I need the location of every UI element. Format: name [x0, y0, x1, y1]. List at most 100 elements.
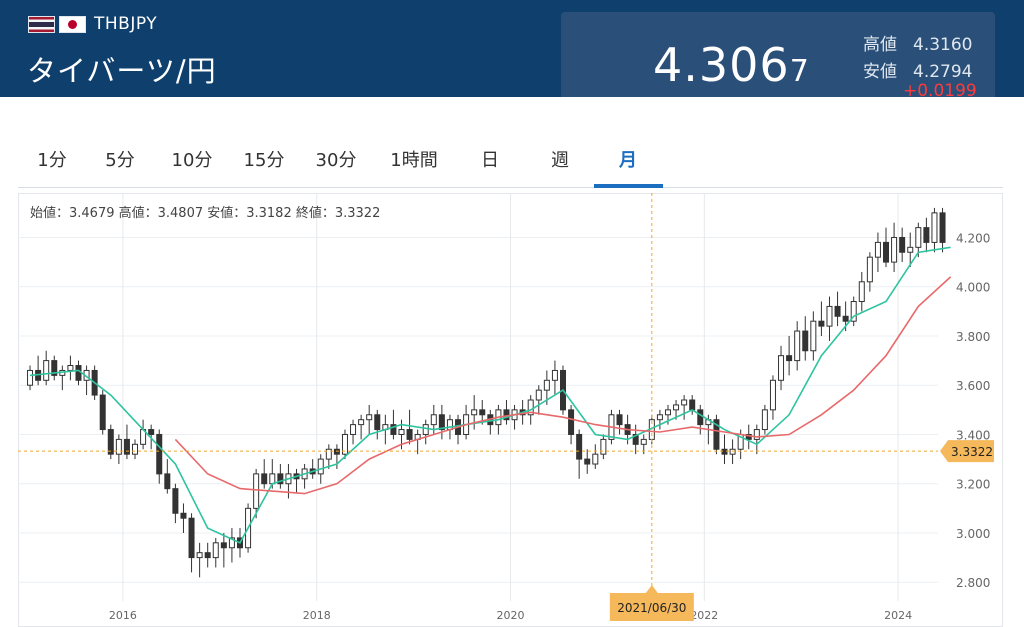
candle-up [350, 424, 357, 435]
tab-5min[interactable]: 5分 [105, 150, 135, 171]
tab-day[interactable]: 日 [481, 150, 499, 171]
candle-up [753, 429, 760, 440]
crosshair-price-label: 3.3322 [951, 445, 993, 459]
candle-up [656, 414, 663, 421]
candle-up [778, 355, 785, 381]
tab-1min[interactable]: 1分 [37, 150, 67, 171]
currency-pair-row: THBJPY [28, 14, 157, 34]
price-main-digits: 4.306 [653, 38, 790, 92]
candle-down [123, 438, 130, 455]
candle-up [543, 379, 550, 391]
candle-down [75, 365, 82, 381]
candle-down [438, 414, 445, 431]
timeframe-tabs: 1分 5分 10分 15分 30分 1時間 日 週 月 [18, 140, 1003, 188]
candle-up [850, 301, 857, 322]
price-panel: 4.3067 高値 4.3160 安値 4.2794 +0.0199 [561, 12, 995, 97]
candle-down [568, 409, 575, 435]
candle-down [883, 241, 890, 263]
x-tick-label: 2024 [884, 609, 912, 622]
candle-down [180, 512, 187, 519]
y-tick-label: 3.400 [956, 428, 990, 442]
tab-15min[interactable]: 15分 [243, 150, 285, 171]
tab-month[interactable]: 月 [619, 150, 637, 171]
candle-up [931, 212, 938, 243]
candle-up [600, 438, 607, 455]
price-change: +0.0199 [903, 81, 977, 97]
high-price-row: 高値 4.3160 [863, 30, 972, 55]
active-tab-indicator [594, 184, 663, 188]
candle-down [745, 433, 752, 440]
candle-up [769, 379, 776, 411]
candle-down [786, 355, 793, 362]
candle-down [632, 433, 639, 445]
candle-up [43, 360, 50, 381]
page-title: タイバーツ/円 [27, 54, 217, 88]
candle-down [107, 429, 114, 455]
candle-up [471, 409, 478, 416]
y-tick-label: 4.200 [956, 231, 990, 245]
candle-up [317, 458, 324, 475]
candle-up [228, 537, 235, 549]
price-last-digit: 7 [789, 54, 810, 89]
tab-30min[interactable]: 30分 [315, 150, 357, 171]
x-tick-label: 2016 [109, 609, 137, 622]
candle-up [874, 241, 881, 258]
candle-down [374, 414, 381, 431]
candle-down [148, 429, 155, 435]
candle-up [341, 433, 348, 455]
candle-down [721, 448, 728, 455]
candle-down [818, 320, 825, 327]
x-tick-label: 2020 [497, 609, 525, 622]
candle-down [277, 473, 284, 485]
japan-flag-icon [59, 15, 86, 33]
candle-up [915, 227, 922, 248]
candle-down [220, 542, 227, 549]
candle-up [640, 438, 647, 445]
chart-area[interactable]: 2.800 3.000 3.200 3.400 3.600 3.800 4.000 4.200… [18, 193, 1003, 627]
candle-up [592, 453, 599, 465]
candle-down [99, 394, 106, 431]
candle-down [503, 409, 510, 421]
candle-down [479, 409, 486, 416]
candle-up [398, 429, 405, 435]
candle-up [866, 256, 873, 283]
candle-up [858, 281, 865, 303]
candle-up [196, 552, 203, 559]
current-price: 4.3067 [653, 38, 810, 92]
candle-up [132, 443, 139, 455]
tab-10min[interactable]: 10分 [171, 150, 213, 171]
candle-up [891, 236, 898, 263]
candle-up [527, 399, 534, 416]
candle-up [551, 369, 558, 381]
header-bar: THBJPY タイバーツ/円 4.3067 高値 4.3160 安値 4.2794 … [0, 0, 1024, 97]
candle-up [269, 473, 276, 485]
low-price-row: 安値 4.2794 [863, 57, 972, 82]
candle-up [673, 404, 680, 411]
candle-down [939, 212, 946, 243]
y-tick-label: 3.600 [956, 379, 990, 393]
candle-up [115, 438, 122, 455]
y-tick-label: 4.000 [956, 281, 990, 295]
candle-up [907, 246, 914, 253]
candle-down [172, 488, 179, 514]
candlestick-chart[interactable]: 2.800 3.000 3.200 3.400 3.600 3.800 4.000 4.200… [18, 193, 1003, 627]
candle-up [366, 414, 373, 421]
tab-1hour[interactable]: 1時間 [390, 150, 438, 171]
moving-average-long-line [174, 276, 952, 495]
candle-down [616, 414, 623, 426]
candle-down [51, 360, 58, 376]
candle-up [67, 365, 74, 371]
candle-down [697, 409, 704, 426]
candle-down [802, 330, 809, 352]
moving-average-short-line [29, 246, 951, 544]
candle-down [406, 429, 413, 440]
candle-up [810, 320, 817, 352]
candle-up [358, 419, 365, 426]
candle-up [422, 424, 429, 435]
candle-down [923, 227, 930, 243]
candle-up [253, 473, 260, 509]
thailand-flag-icon [28, 15, 55, 33]
candle-down [689, 399, 696, 411]
candle-down [713, 419, 720, 450]
tab-week[interactable]: 週 [551, 150, 569, 171]
